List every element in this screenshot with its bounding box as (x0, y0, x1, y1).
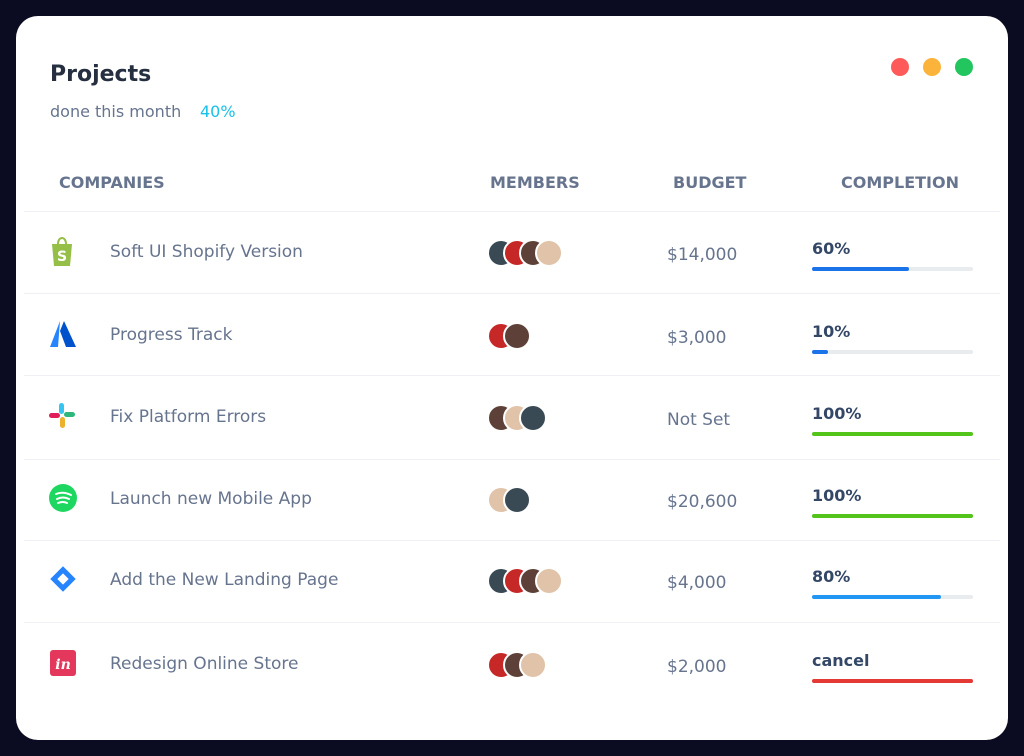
row-separator (24, 540, 1000, 541)
completion-label: 100% (812, 486, 862, 505)
completion-label: 60% (812, 239, 851, 258)
company-logo (48, 401, 78, 431)
progress-track (812, 595, 973, 599)
progress-fill (812, 679, 973, 683)
progress-fill (812, 267, 909, 271)
progress-fill (812, 595, 941, 599)
column-header: COMPLETION (841, 173, 959, 192)
budget: $20,600 (667, 492, 738, 512)
column-header: MEMBERS (490, 173, 580, 192)
projects-card (16, 16, 1008, 740)
progress-track (812, 350, 973, 354)
progress-track (812, 267, 973, 271)
budget: $14,000 (667, 245, 738, 265)
member-avatar (503, 322, 531, 350)
subtitle: done this month (50, 102, 182, 121)
progress-fill (812, 350, 829, 354)
row-separator (24, 211, 1000, 212)
company-name: Soft UI Shopify Version (110, 242, 303, 262)
progress-track (812, 679, 973, 683)
member-avatar (535, 239, 563, 267)
row-separator (24, 375, 1000, 376)
window-dot[interactable] (955, 58, 973, 76)
budget: $2,000 (667, 657, 727, 677)
column-header: COMPANIES (59, 173, 165, 192)
member-avatar (519, 404, 547, 432)
row-separator (24, 622, 1000, 623)
company-name: Launch new Mobile App (110, 489, 312, 509)
company-logo (48, 564, 78, 594)
budget: $4,000 (667, 573, 727, 593)
completion-label: 10% (812, 322, 851, 341)
completion-label: 100% (812, 404, 862, 423)
company-name: Progress Track (110, 325, 233, 345)
budget: Not Set (667, 410, 731, 430)
svg-text:in: in (55, 657, 71, 673)
budget: $3,000 (667, 328, 727, 348)
company-name: Fix Platform Errors (110, 407, 267, 427)
company-name: Add the New Landing Page (110, 570, 339, 590)
member-avatar (535, 567, 563, 595)
progress-fill (812, 514, 973, 518)
progress-track (812, 432, 973, 436)
row-separator (24, 459, 1000, 460)
progress-fill (812, 432, 973, 436)
progress-track (812, 514, 973, 518)
company-logo (48, 483, 78, 513)
member-avatar (503, 486, 531, 514)
svg-text:S: S (57, 249, 67, 265)
company-logo: S (48, 236, 78, 266)
column-header: BUDGET (673, 173, 747, 192)
completion-label: 80% (812, 567, 851, 586)
company-logo: in (48, 648, 78, 678)
row-separator (24, 293, 1000, 294)
title: Projects (50, 62, 152, 87)
company-name: Redesign Online Store (110, 654, 299, 674)
completion-label: cancel (812, 651, 870, 670)
highlight: 40% (200, 102, 236, 121)
window-dot[interactable] (923, 58, 941, 76)
company-logo (48, 319, 78, 349)
window-dot[interactable] (891, 58, 909, 76)
member-avatar (519, 651, 547, 679)
